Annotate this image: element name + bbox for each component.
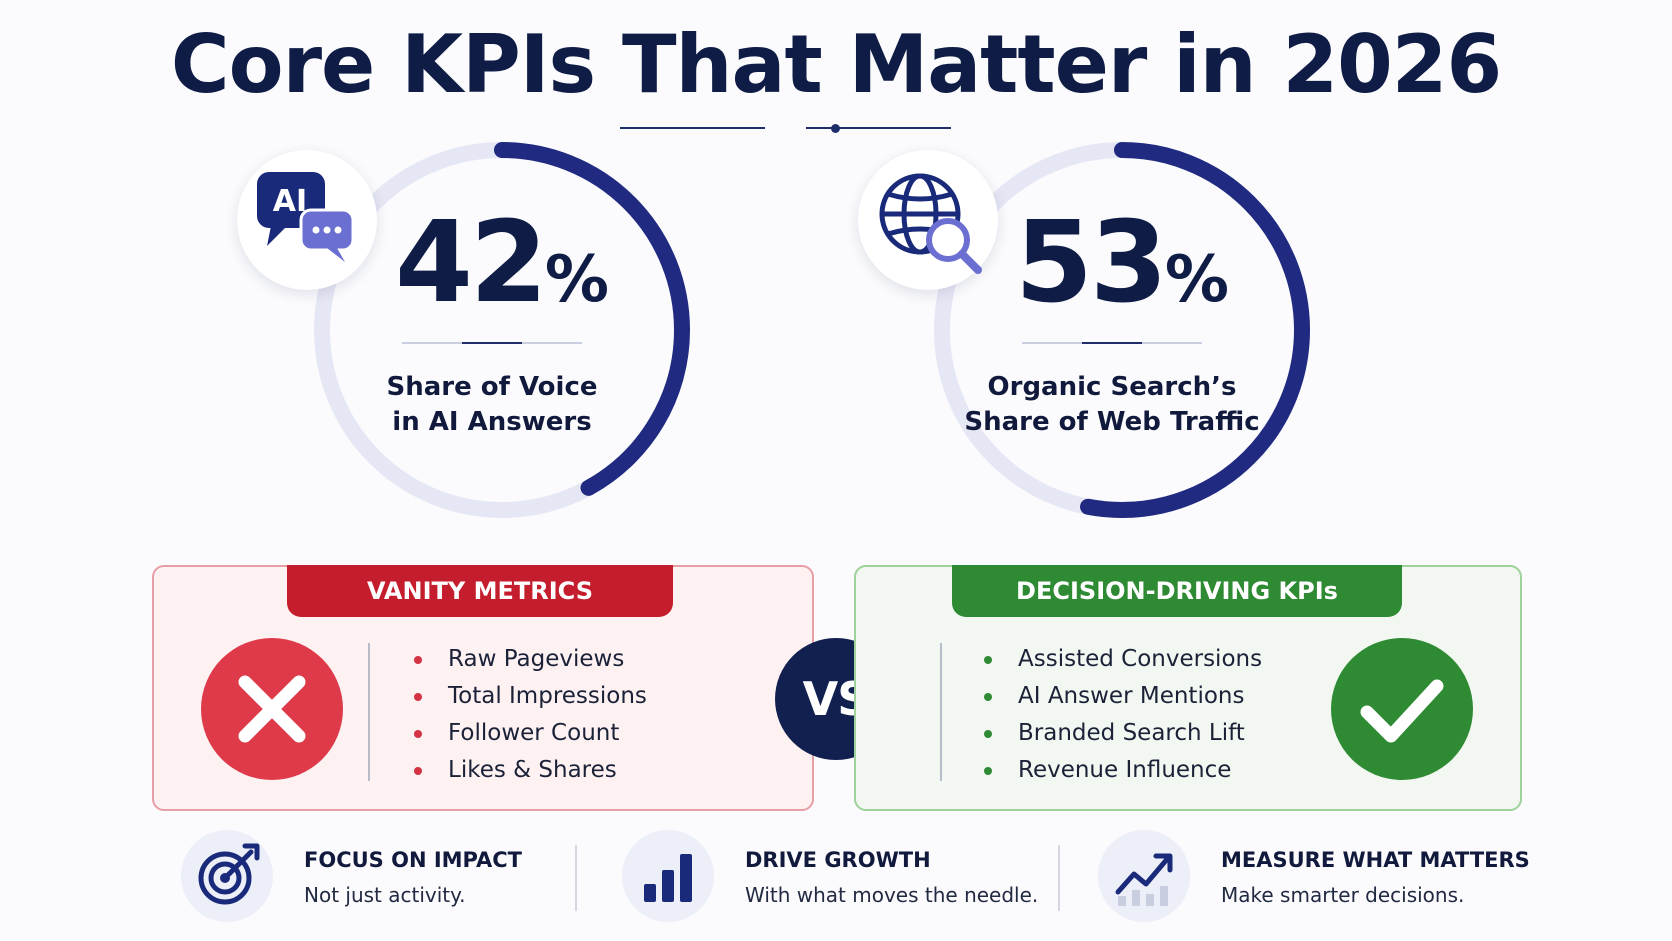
kpi-value: 53% (1015, 198, 1229, 328)
list-item: Branded Search Lift (982, 715, 1262, 752)
kpi-label: Organic Search’s Share of Web Traffic (964, 372, 1260, 437)
list-item: Revenue Influence (982, 752, 1262, 789)
footer-separator (575, 845, 577, 911)
page-title: Core KPIs That Matter in 2026 (170, 18, 1502, 111)
list-item: Likes & Shares (412, 752, 647, 789)
footer-title: FOCUS ON IMPACT (304, 848, 522, 872)
decision-kpis-list: Assisted Conversions AI Answer Mentions … (982, 641, 1262, 789)
globe-search-icon-bubble (858, 150, 998, 290)
footer-separator (1058, 845, 1060, 911)
ring-progress (934, 142, 1310, 518)
vanity-metrics-header: VANITY METRICS (287, 565, 673, 617)
ring-progress (314, 142, 690, 518)
trend-up-icon (1098, 830, 1190, 922)
decision-kpis-panel: DECISION-DRIVING KPIs Assisted Conversio… (854, 565, 1522, 811)
kpi-card-ai-share: 42% Share of Voice in AI Answers (292, 120, 712, 540)
kpi-ring-ai-share (314, 142, 690, 518)
check-mark-icon (1331, 638, 1473, 780)
kpi-value: 42% (395, 198, 609, 328)
list-item: Raw Pageviews (412, 641, 647, 678)
kpi-card-organic-share: 53% Organic Search’s Share of Web Traffi… (912, 120, 1332, 540)
title-divider-left (620, 127, 765, 129)
kpi-divider (1022, 342, 1202, 344)
ai-chat-icon-bubble: AI (237, 150, 377, 290)
title-divider-right (806, 127, 951, 129)
kpi-label: Share of Voice in AI Answers (386, 372, 598, 437)
footer-title: DRIVE GROWTH (745, 848, 931, 872)
target-icon (181, 830, 273, 922)
vanity-metrics-list: Raw Pageviews Total Impressions Follower… (412, 641, 647, 789)
kpi-divider (402, 342, 582, 344)
svg-text:AI: AI (273, 184, 307, 219)
vanity-metrics-panel: VANITY METRICS Raw Pageviews Total Impre… (152, 565, 814, 811)
footer-title: MEASURE WHAT MATTERS (1221, 848, 1530, 872)
decision-divider (940, 643, 942, 781)
list-item: AI Answer Mentions (982, 678, 1262, 715)
list-item: Total Impressions (412, 678, 647, 715)
decision-kpis-header: DECISION-DRIVING KPIs (952, 565, 1402, 617)
vanity-divider (368, 643, 370, 781)
footer-subtitle: Not just activity. (304, 883, 466, 907)
kpi-ring-organic-share (934, 142, 1310, 518)
globe-search-icon (879, 173, 982, 274)
footer-subtitle: Make smarter decisions. (1221, 883, 1465, 907)
footer-subtitle: With what moves the needle. (745, 883, 1039, 907)
ai-chat-icon: AI (257, 172, 355, 262)
bar-chart-icon (622, 830, 714, 922)
list-item: Assisted Conversions (982, 641, 1262, 678)
list-item: Follower Count (412, 715, 647, 752)
x-mark-icon (201, 638, 343, 780)
